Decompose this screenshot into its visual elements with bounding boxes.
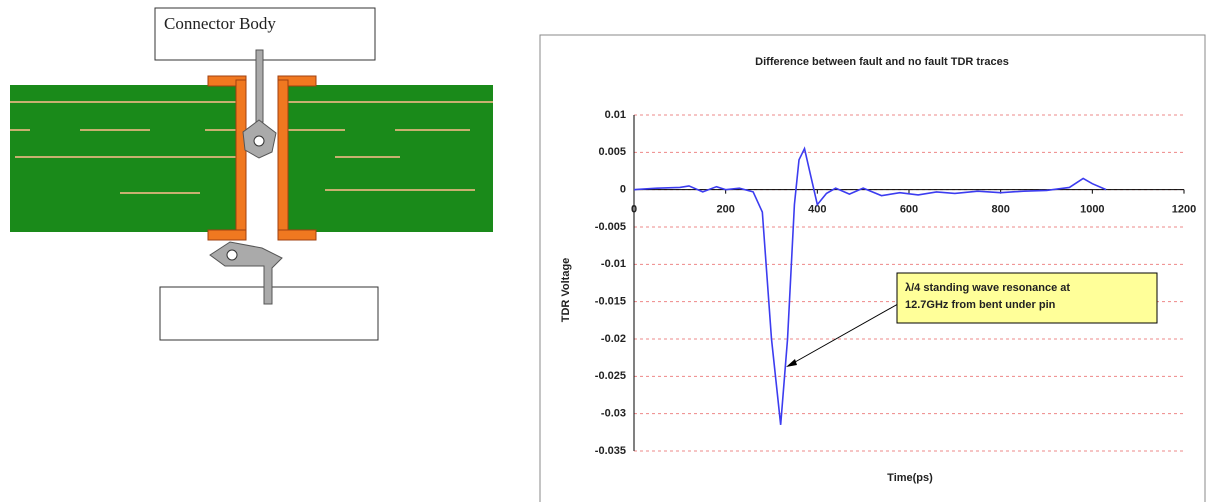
y-tick-label: -0.03 <box>601 408 626 420</box>
annotation-text: λ/4 standing wave resonance at <box>905 282 1070 294</box>
chart-title: Difference between fault and no fault TD… <box>755 56 1009 68</box>
x-tick-label: 1200 <box>1172 204 1196 216</box>
y-tick-label: -0.025 <box>595 370 626 382</box>
x-tick-label: 1000 <box>1080 204 1104 216</box>
y-axis-label: TDR Voltage <box>560 258 572 323</box>
annotation-text: 12.7GHz from bent under pin <box>905 299 1056 311</box>
x-tick-label: 800 <box>991 204 1009 216</box>
connector-diagram: Connector Body <box>10 8 493 340</box>
y-tick-label: -0.005 <box>595 221 626 233</box>
x-tick-label: 200 <box>716 204 734 216</box>
x-tick-label: 0 <box>631 204 637 216</box>
y-tick-label: 0 <box>620 184 626 196</box>
x-axis-label: Time(ps) <box>887 472 933 484</box>
y-tick-label: -0.035 <box>595 445 626 457</box>
connector-label: Connector Body <box>164 14 276 33</box>
chart-frame <box>540 35 1205 502</box>
y-tick-label: 0.01 <box>605 109 626 121</box>
y-tick-label: -0.015 <box>595 296 626 308</box>
y-tick-label: 0.005 <box>598 146 626 158</box>
y-tick-label: -0.01 <box>601 258 626 270</box>
page: Connector Body Difference between fault … <box>0 0 1207 502</box>
x-tick-label: 600 <box>900 204 918 216</box>
y-tick-label: -0.02 <box>601 333 626 345</box>
